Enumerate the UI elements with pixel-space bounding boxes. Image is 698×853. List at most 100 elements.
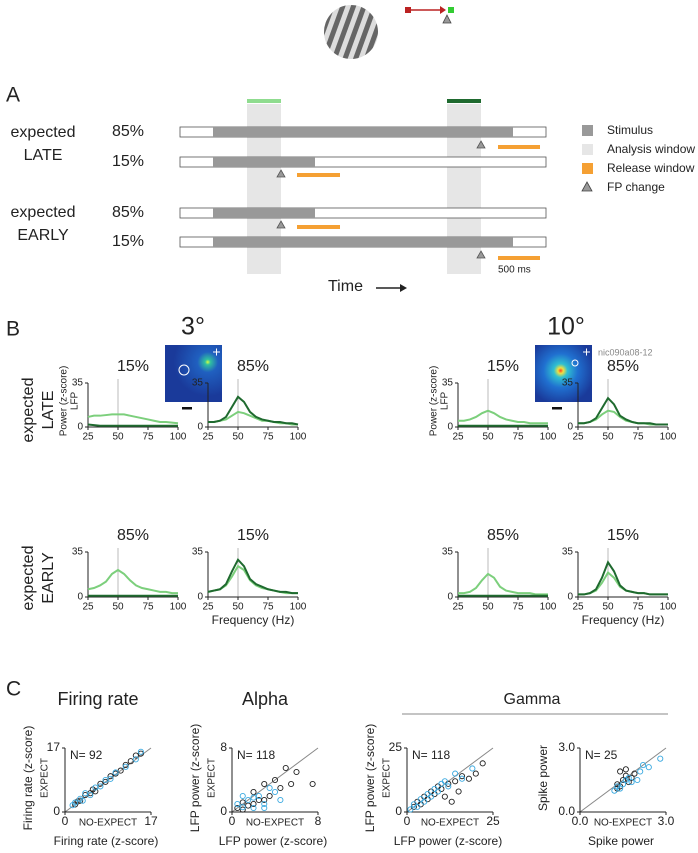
y-tick-label: 0: [395, 804, 402, 818]
chart-title: 15%: [487, 358, 519, 375]
y-axis-label: Power (z-score): [429, 366, 440, 437]
sample-size: N= 25: [585, 748, 618, 762]
panel-label: C: [6, 678, 21, 701]
point: [637, 768, 644, 775]
y-axis-label: Firing rate (z-score): [21, 726, 35, 831]
chart-title: 85%: [237, 358, 269, 375]
point: [625, 774, 632, 781]
point: [309, 780, 316, 788]
y-tick-label: 35: [192, 547, 204, 558]
line-series: [207, 557, 298, 595]
x-tick-label: 0.0: [572, 814, 589, 828]
row-label: expected: [20, 378, 37, 443]
line-series: [87, 423, 178, 427]
x-tick-label: 50: [482, 432, 494, 443]
point: [634, 776, 641, 784]
x-tick-label: 25: [82, 602, 94, 613]
y-tick-label: 0: [567, 592, 573, 603]
point: [640, 762, 647, 769]
legend-label: FP change: [607, 180, 665, 194]
point: [469, 765, 476, 772]
point: [239, 804, 246, 811]
legend-label: Release window: [607, 161, 695, 175]
x-tick-label: 75: [632, 602, 644, 613]
chart-title: 15%: [607, 527, 639, 544]
point: [250, 804, 257, 812]
y-axis-sublabel: EXPECT: [382, 758, 393, 798]
point: [455, 788, 462, 795]
identity-line: [231, 747, 319, 813]
y-tick-label: 0: [447, 422, 453, 433]
point: [479, 760, 486, 767]
group-title: Gamma: [504, 691, 561, 708]
point: [657, 755, 664, 762]
x-axis-label: LFP power (z-score): [394, 834, 502, 848]
x-tick-label: 25: [572, 432, 584, 443]
time-arrow: [376, 284, 407, 292]
x-tick-label: 25: [202, 602, 214, 613]
y-tick-label: 0: [53, 804, 60, 818]
x-tick-label: 75: [512, 602, 524, 613]
point: [261, 780, 268, 788]
line-series: [458, 409, 548, 425]
y-tick-label: 35: [562, 378, 574, 389]
point: [645, 764, 652, 771]
x-axis-label: Frequency (Hz): [212, 613, 295, 627]
time-label: Time: [328, 278, 363, 295]
point: [250, 788, 257, 796]
x-tick-label: 0: [229, 814, 236, 828]
point: [250, 800, 257, 808]
axes: [87, 383, 178, 428]
y-axis-label: LFP power (z-score): [188, 724, 202, 832]
trial-bars: [179, 126, 547, 260]
y-tick-label: 35: [72, 547, 84, 558]
size-label: 10°: [547, 313, 585, 341]
y-tick-label: 25: [389, 740, 403, 754]
condition-label: expected: [11, 124, 76, 141]
y-axis-label: LFP: [70, 392, 81, 411]
point: [255, 792, 262, 800]
y-tick-label: 0: [77, 592, 83, 603]
x-tick-label: 100: [170, 432, 187, 443]
chart-title: 15%: [237, 527, 269, 544]
point: [234, 800, 241, 808]
x-tick-label: 25: [82, 432, 94, 443]
x-axis-label: LFP power (z-score): [219, 834, 327, 848]
probability: 85%: [112, 204, 144, 221]
x-tick-label: 50: [602, 602, 614, 613]
point: [107, 773, 114, 780]
line-series: [208, 395, 299, 426]
y-tick-label: 35: [442, 547, 454, 558]
analysis-windows: [247, 99, 481, 274]
sample-size: N= 92: [70, 748, 103, 762]
y-tick-label: 35: [72, 378, 84, 389]
x-tick-label: 100: [290, 602, 307, 613]
point: [102, 778, 109, 785]
point: [79, 797, 86, 804]
point: [117, 767, 124, 774]
chart-title: Firing rate: [57, 689, 138, 709]
point: [288, 780, 295, 788]
x-tick-label: 25: [452, 602, 464, 613]
point: [614, 783, 621, 790]
axes: [577, 552, 668, 598]
point: [277, 784, 284, 792]
point: [261, 804, 268, 812]
x-tick-label: 100: [660, 602, 677, 613]
y-axis-sublabel: EXPECT: [40, 758, 51, 798]
point: [271, 776, 279, 784]
x-tick-label: 100: [540, 432, 557, 443]
x-tick-label: 75: [262, 602, 274, 613]
point: [619, 781, 627, 788]
x-axis-label: Frequency (Hz): [582, 613, 665, 627]
condition-label: LATE: [24, 147, 63, 164]
x-tick-label: 50: [232, 432, 244, 443]
point: [428, 793, 435, 800]
chart-title: 85%: [487, 527, 519, 544]
point: [107, 775, 114, 782]
point: [293, 768, 300, 776]
x-axis-label: Firing rate (z-score): [54, 834, 159, 848]
x-tick-label: 0: [404, 814, 411, 828]
point: [82, 790, 89, 797]
